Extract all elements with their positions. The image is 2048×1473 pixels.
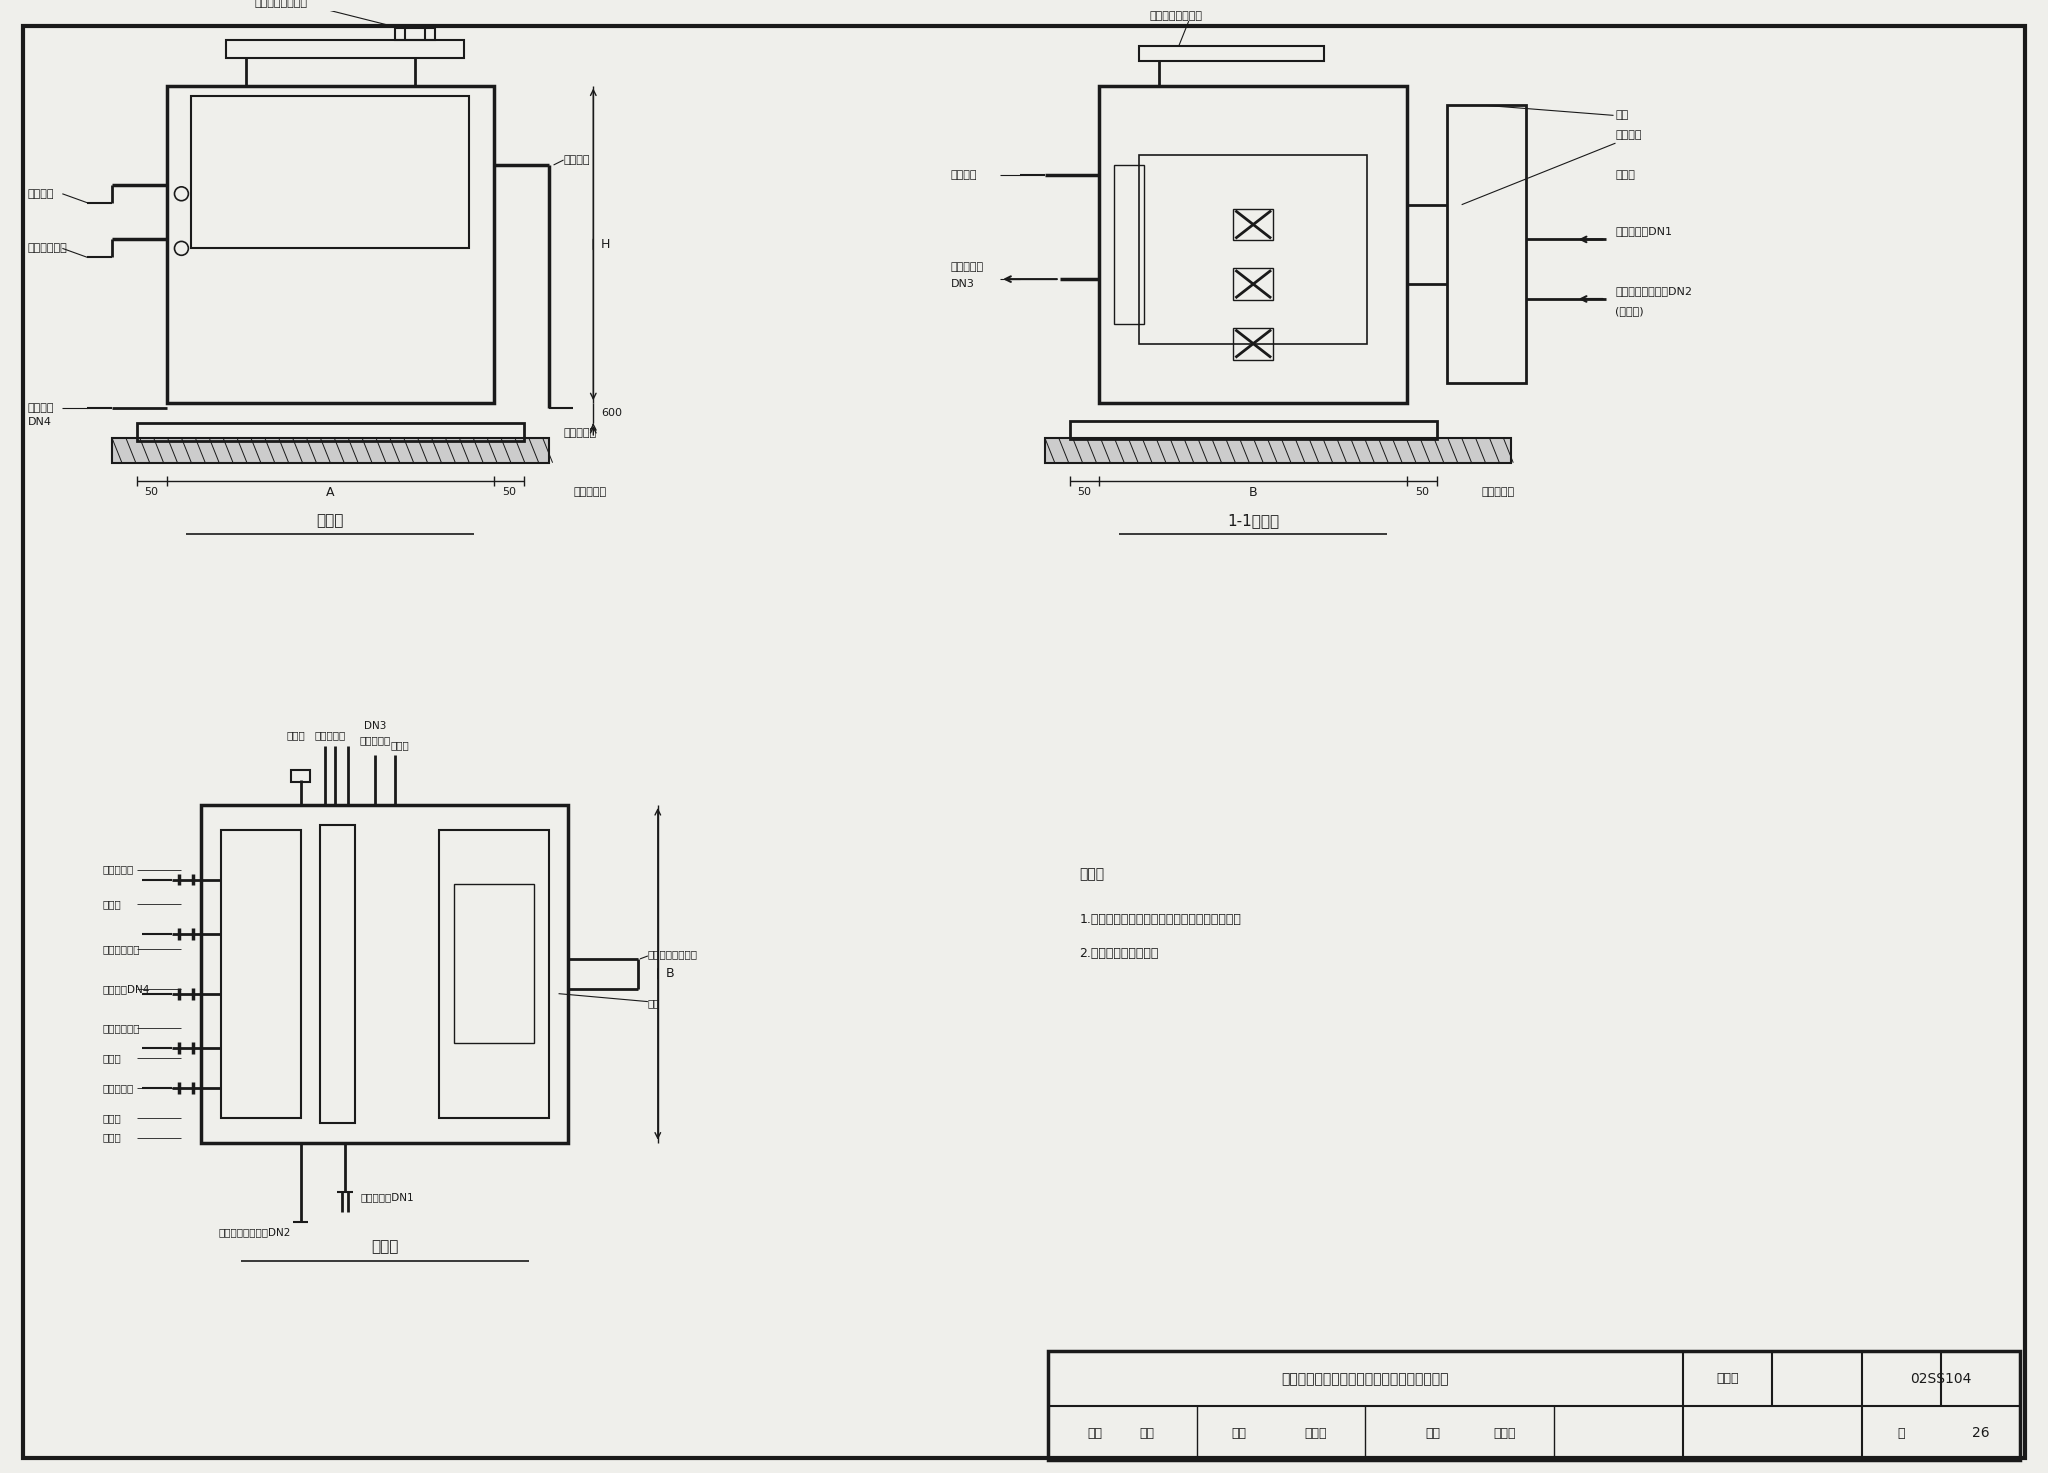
- Bar: [1069, 421, 1438, 439]
- Text: A: A: [326, 486, 334, 499]
- Text: 50: 50: [1077, 488, 1092, 498]
- Text: 房记: 房记: [1139, 1427, 1155, 1439]
- Text: 1-1剖面图: 1-1剖面图: [1227, 513, 1280, 527]
- Bar: [1233, 209, 1274, 240]
- Text: 溢流水管: 溢流水管: [950, 169, 977, 180]
- Text: DN3: DN3: [950, 278, 975, 289]
- Text: 混合消毒气体软管: 混合消毒气体软管: [254, 0, 307, 9]
- Text: 50: 50: [145, 488, 158, 498]
- Text: 外室溢流管: 外室溢流管: [102, 1083, 133, 1093]
- Text: 溢流管: 溢流管: [391, 741, 410, 751]
- Text: 消毒液出口: 消毒液出口: [358, 735, 391, 745]
- Bar: [113, 437, 549, 463]
- Bar: [225, 40, 465, 57]
- Text: 图集号: 图集号: [1716, 1373, 1739, 1385]
- Bar: [201, 806, 569, 1143]
- Text: 地面或楼板: 地面或楼板: [573, 488, 606, 498]
- Text: 50: 50: [502, 488, 516, 498]
- Text: 消毒器基础: 消毒器基础: [563, 429, 596, 437]
- Bar: [166, 85, 494, 404]
- Text: 审核: 审核: [1087, 1427, 1102, 1439]
- Text: (压力水): (压力水): [1616, 306, 1645, 315]
- Text: H: H: [602, 237, 610, 250]
- Text: 排氢管: 排氢管: [102, 1133, 121, 1143]
- Text: 冷却水进水管: 冷却水进水管: [27, 243, 68, 253]
- Text: 2.发生器另配电控柜。: 2.发生器另配电控柜。: [1079, 947, 1159, 960]
- Text: 据碱管: 据碱管: [102, 900, 121, 909]
- Bar: [455, 884, 535, 1043]
- Text: 自来水进口DN1: 自来水进口DN1: [360, 1192, 414, 1202]
- Text: 冷却水出水管: 冷却水出水管: [102, 1024, 139, 1034]
- Text: 26: 26: [1972, 1426, 1989, 1441]
- Text: 平面图: 平面图: [371, 1239, 399, 1254]
- Text: 立面图: 立面图: [317, 513, 344, 527]
- Text: 据碱管: 据碱管: [102, 1053, 121, 1064]
- Text: 排水总管DN4: 排水总管DN4: [102, 984, 150, 994]
- Text: 电解法二氧化氯复合消毒剂发生器（分体式）: 电解法二氧化氯复合消毒剂发生器（分体式）: [1282, 1371, 1450, 1386]
- Bar: [440, 829, 549, 1118]
- Bar: [1233, 268, 1274, 300]
- Text: 溢流水管: 溢流水管: [27, 189, 53, 199]
- Bar: [291, 770, 311, 782]
- Text: 600: 600: [602, 408, 623, 418]
- Bar: [1100, 85, 1407, 404]
- Text: 排氢管: 排氢管: [287, 731, 305, 741]
- Bar: [1233, 328, 1274, 359]
- Text: 冷却水出水管: 冷却水出水管: [102, 944, 139, 955]
- Text: 冷却水进水: 冷却水进水: [315, 731, 346, 741]
- Text: 弘何某: 弘何某: [1305, 1427, 1327, 1439]
- Bar: [1114, 165, 1145, 324]
- Text: 地面或楼板: 地面或楼板: [1481, 488, 1516, 498]
- Bar: [190, 96, 469, 247]
- Text: 循环水管: 循环水管: [1616, 130, 1642, 140]
- Text: 混合消毒气体软管: 混合消毒气体软管: [647, 949, 698, 959]
- Text: 消毒液出口: 消毒液出口: [950, 262, 983, 273]
- Text: 02SS104: 02SS104: [1911, 1371, 1972, 1386]
- Text: DN4: DN4: [27, 417, 51, 427]
- Text: 校对: 校对: [1231, 1427, 1247, 1439]
- Text: B: B: [666, 968, 674, 981]
- Text: 水射器: 水射器: [1616, 169, 1636, 180]
- Text: 1.图中未标注尺寸详见有关生产厂家产品样本。: 1.图中未标注尺寸详见有关生产厂家产品样本。: [1079, 913, 1241, 925]
- Text: 说明：: 说明：: [1079, 868, 1104, 881]
- Text: 排水总管: 排水总管: [27, 404, 53, 412]
- Bar: [1139, 155, 1368, 343]
- Bar: [319, 825, 354, 1122]
- Text: 外室溢流管: 外室溢流管: [102, 865, 133, 875]
- Bar: [1044, 437, 1511, 463]
- Bar: [1446, 106, 1526, 383]
- Text: 盐筱: 盐筱: [1616, 110, 1628, 121]
- Text: 循环水管: 循环水管: [563, 155, 590, 165]
- Text: 混合消毒气体软管: 混合消毒气体软管: [1149, 12, 1202, 21]
- Bar: [1139, 46, 1323, 60]
- Text: 设计: 设计: [1425, 1427, 1440, 1439]
- Text: DN3: DN3: [365, 720, 387, 731]
- Text: 50: 50: [1415, 488, 1430, 498]
- Bar: [137, 423, 524, 440]
- Text: 页: 页: [1898, 1427, 1905, 1439]
- Bar: [221, 829, 301, 1118]
- Text: B: B: [1249, 486, 1257, 499]
- Bar: [395, 28, 434, 40]
- Text: 原水或自来水进口DN2: 原水或自来水进口DN2: [1616, 286, 1692, 296]
- Text: 自来水进口DN1: 自来水进口DN1: [1616, 227, 1673, 237]
- Text: 电解槽: 电解槽: [102, 1112, 121, 1122]
- Text: 盐筱: 盐筱: [647, 999, 659, 1009]
- Text: 郁伟行: 郁伟行: [1493, 1427, 1516, 1439]
- Text: 原水或自来水进口DN2: 原水或自来水进口DN2: [219, 1227, 291, 1237]
- Bar: [1049, 1351, 2021, 1460]
